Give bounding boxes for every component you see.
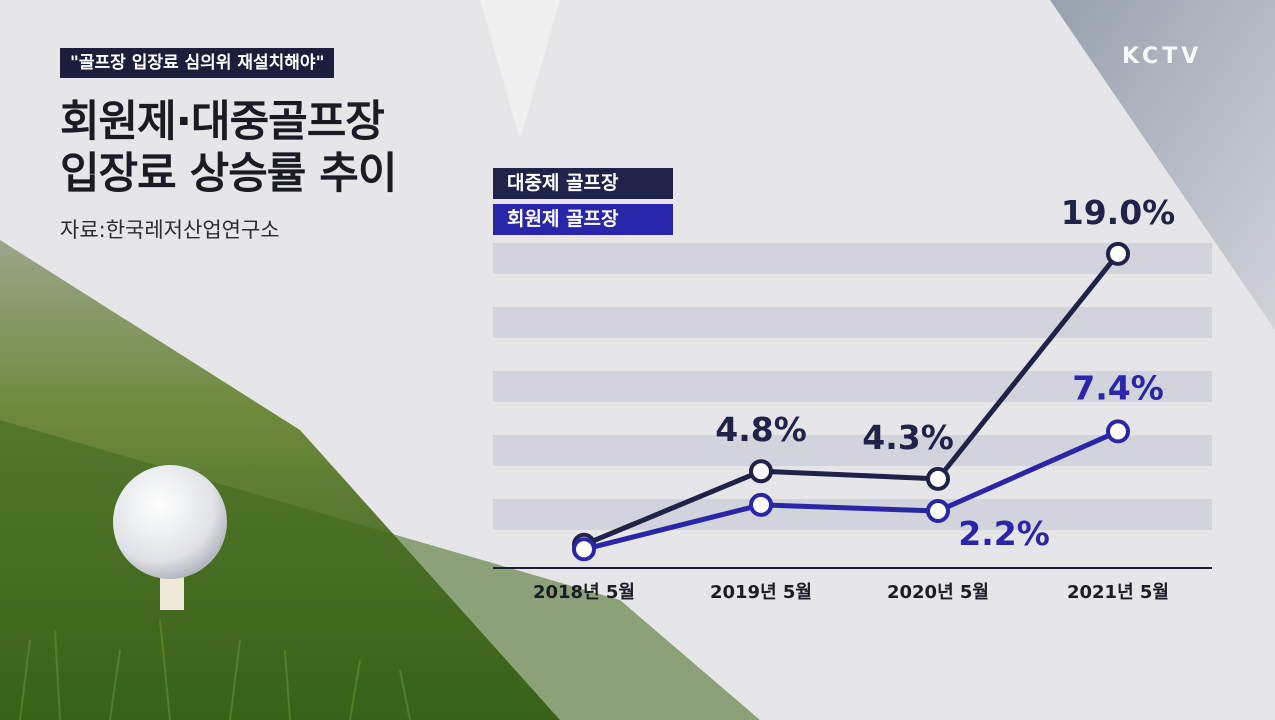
- page-title: 회원제·대중골프장 입장료 상승률 추이: [60, 96, 397, 200]
- legend-public: 대중제 골프장: [493, 168, 673, 199]
- data-point: [926, 466, 950, 491]
- series-line: [583, 252, 1120, 548]
- grid-band: [493, 307, 1212, 338]
- headline-tag: "골프장 입장료 심의위 재설치해야": [60, 48, 335, 78]
- grid-band: [493, 499, 1212, 530]
- data-point: [572, 537, 596, 562]
- title-line-2: 입장료 상승률 추이: [60, 149, 397, 199]
- title-line-1: 회원제·대중골프장: [60, 97, 385, 147]
- data-point: [926, 499, 950, 524]
- legend-member: 회원제 골프장: [493, 204, 673, 235]
- x-tick-label: 2018년 5월: [533, 582, 635, 603]
- data-label: 4.3%: [862, 418, 954, 457]
- data-point: [749, 492, 773, 517]
- data-label: 2.2%: [958, 514, 1050, 553]
- grid-band: [493, 371, 1212, 402]
- x-tick-label: 2020년 5월: [887, 582, 989, 603]
- data-point: [749, 459, 773, 484]
- data-point: [1106, 419, 1130, 444]
- data-label: 4.8%: [715, 410, 807, 449]
- grid-band: [493, 243, 1212, 274]
- data-label: 19.0%: [1061, 193, 1176, 232]
- broadcaster-logo: KCTV: [1122, 44, 1203, 69]
- x-tick-label: 2021년 5월: [1067, 582, 1169, 603]
- data-label: 7.4%: [1072, 368, 1164, 407]
- series-line: [583, 429, 1120, 552]
- data-point: [1106, 241, 1130, 266]
- x-tick-label: 2019년 5월: [710, 582, 812, 603]
- source-note: 자료:한국레저산업연구소: [60, 218, 280, 242]
